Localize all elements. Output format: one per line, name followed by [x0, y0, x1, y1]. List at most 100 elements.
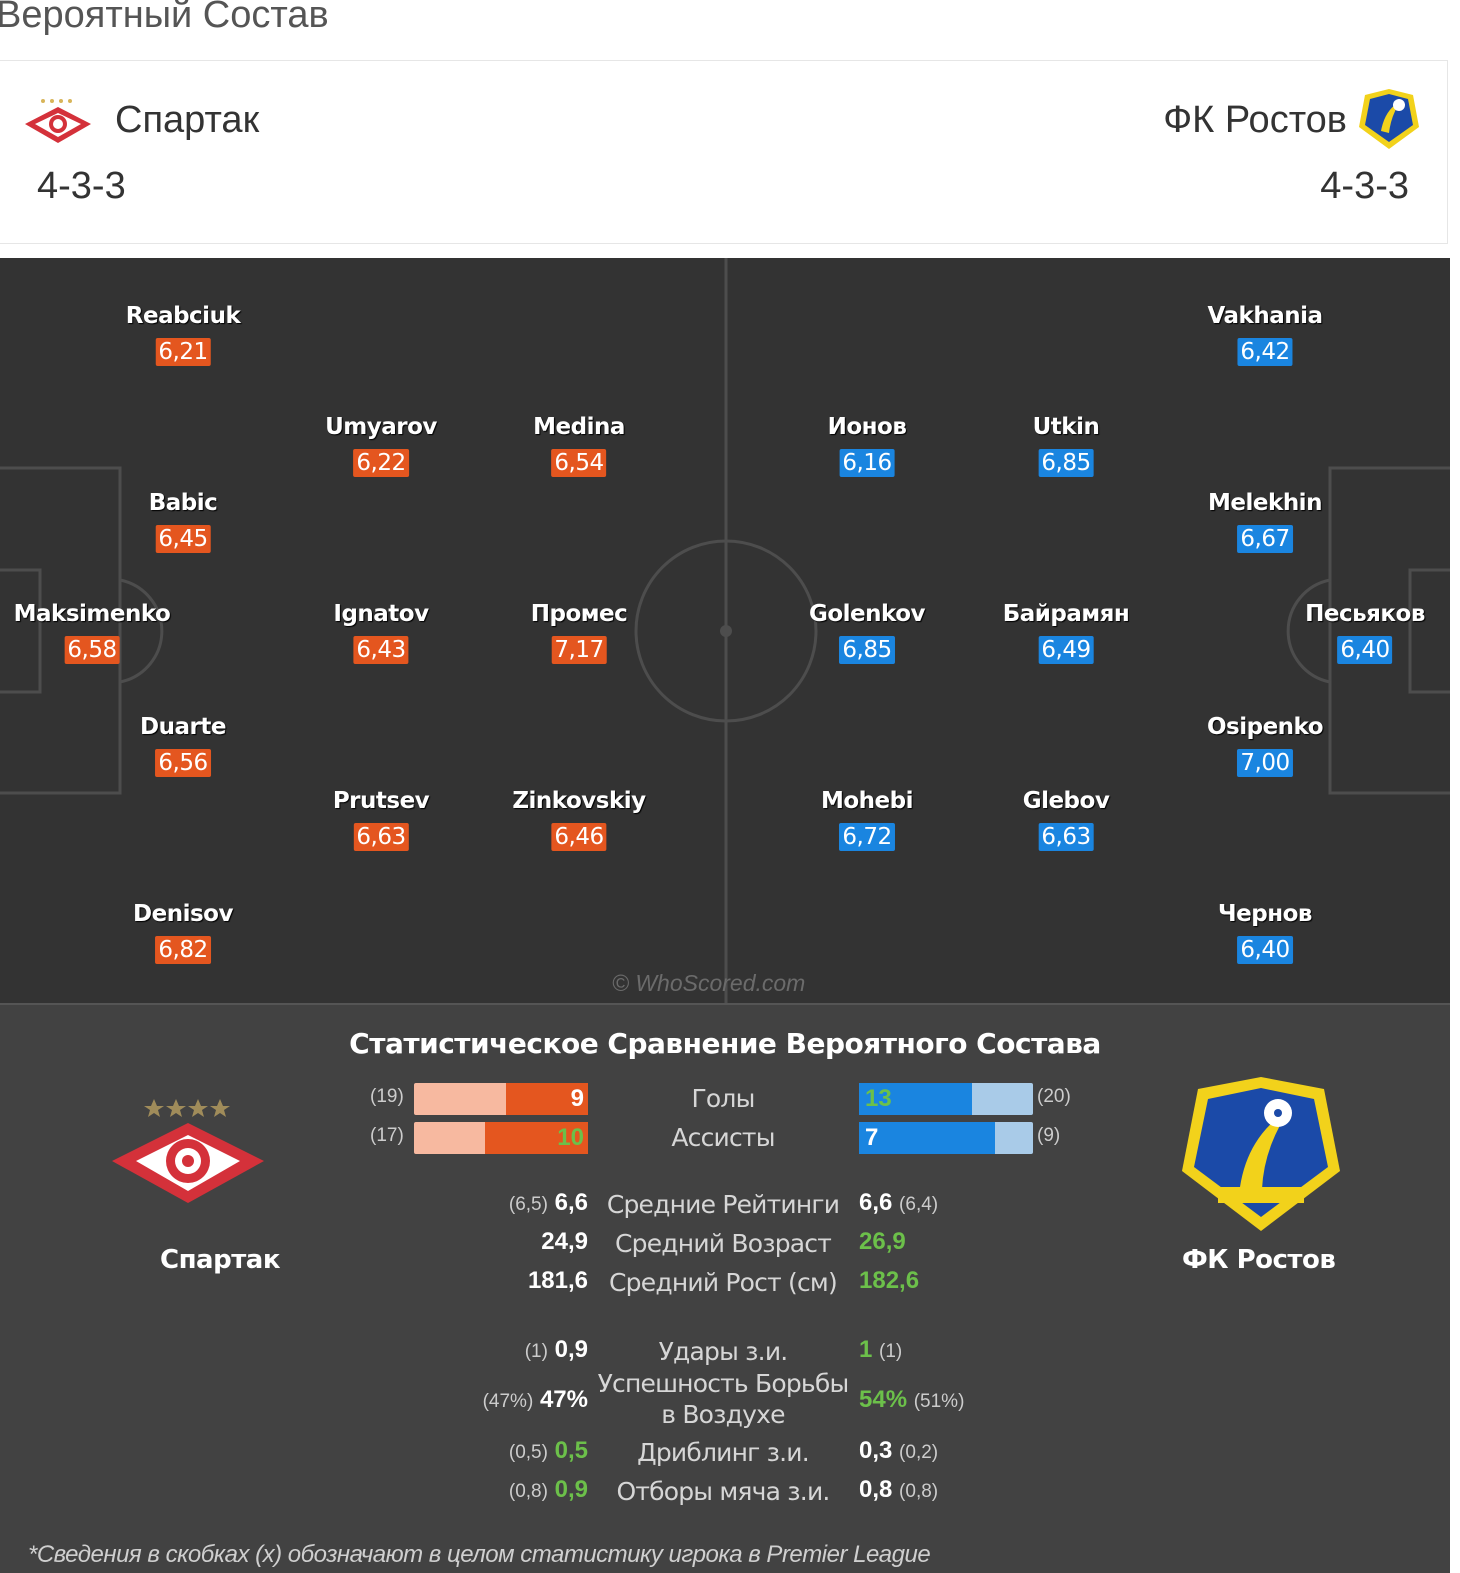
- player-name: Vakhania: [1207, 303, 1323, 329]
- home-player[interactable]: Prutsev 6,63: [333, 788, 430, 851]
- away-player[interactable]: Ионов 6,16: [828, 414, 907, 477]
- player-name: Mohebi: [820, 788, 914, 814]
- rostov-logo-icon: [1355, 87, 1423, 158]
- home-player[interactable]: Reabciuk 6,21: [126, 303, 241, 366]
- player-rating: 6,63: [1038, 823, 1094, 851]
- player-name: Ignatov: [333, 601, 429, 627]
- away-bar: 13: [859, 1083, 1033, 1115]
- home-bar-fill: [485, 1122, 588, 1154]
- home-stat-value: (0,8) 0,9: [508, 1476, 588, 1503]
- away-player[interactable]: Utkin 6,85: [1033, 414, 1100, 477]
- player-rating: 6,16: [839, 449, 895, 477]
- page-title: Вероятный Состав: [0, 0, 329, 36]
- home-team-label[interactable]: Спартак: [160, 1245, 280, 1275]
- player-rating: 6,82: [155, 936, 211, 964]
- home-stat-value: (0,5) 0,5: [508, 1437, 588, 1464]
- away-stat-value: 0,3 (0,2): [859, 1437, 939, 1464]
- home-bar: 10: [414, 1122, 588, 1154]
- home-total: (17): [370, 1125, 404, 1146]
- player-name: Umyarov: [325, 414, 437, 440]
- stats-title: Статистическое Сравнение Вероятного Сост…: [349, 1027, 1101, 1060]
- player-name: Чернов: [1218, 901, 1312, 927]
- rostov-logo-icon: [1178, 1075, 1344, 1240]
- away-stat-value: 1 (1): [859, 1336, 903, 1363]
- spartak-logo-icon: [23, 97, 93, 154]
- player-name: Промес: [530, 601, 628, 627]
- home-player[interactable]: Zinkovskiy 6,46: [512, 788, 646, 851]
- player-name: Байрамян: [1002, 601, 1130, 627]
- player-name: Denisov: [133, 901, 233, 927]
- player-rating: 6,85: [839, 636, 895, 664]
- away-player[interactable]: Vakhania 6,42: [1207, 303, 1323, 366]
- away-player[interactable]: Osipenko 7,00: [1206, 714, 1324, 777]
- home-player[interactable]: Duarte 6,56: [140, 714, 226, 777]
- player-name: Ионов: [827, 414, 907, 440]
- home-stat-value: (6,5) 6,6: [508, 1189, 588, 1216]
- player-rating: 6,45: [155, 525, 211, 553]
- player-rating: 6,58: [64, 636, 120, 664]
- stats-comparison: Статистическое Сравнение Вероятного Сост…: [0, 1003, 1450, 1573]
- home-player[interactable]: Maksimenko 6,58: [14, 601, 171, 664]
- away-bar-fill: [859, 1083, 972, 1115]
- away-team-label[interactable]: ФК Ростов: [1182, 1245, 1336, 1275]
- lineup-header: Спартак 4-3-3 ФК Ростов 4-3-3: [0, 60, 1448, 244]
- player-rating: 6,46: [551, 823, 607, 851]
- player-rating: 6,40: [1237, 936, 1293, 964]
- home-team-name[interactable]: Спартак: [115, 99, 260, 141]
- player-rating: 6,63: [353, 823, 409, 851]
- home-bar-value: 10: [557, 1124, 584, 1151]
- stat-label: Средний Рост (см): [609, 1268, 838, 1297]
- away-player[interactable]: Glebov 6,63: [1023, 788, 1110, 851]
- player-rating: 7,00: [1237, 749, 1293, 777]
- home-player[interactable]: Umyarov 6,22: [325, 414, 437, 477]
- stat-label: Успешность Борьбы в Воздухе: [597, 1369, 850, 1429]
- away-player[interactable]: Байрамян 6,49: [1003, 601, 1130, 664]
- away-total: (9): [1037, 1125, 1061, 1146]
- player-rating: 6,85: [1038, 449, 1094, 477]
- away-player[interactable]: Чернов 6,40: [1218, 901, 1312, 964]
- pitch: Reabciuk 6,21 Umyarov 6,22 Medina 6,54 Babi…: [0, 258, 1450, 1003]
- away-formation: 4-3-3: [1320, 165, 1409, 207]
- player-rating: 6,72: [839, 823, 895, 851]
- watermark: © WhoScored.com: [612, 970, 806, 996]
- player-rating: 6,43: [353, 636, 409, 664]
- away-bar-fill: [859, 1122, 995, 1154]
- player-name: Zinkovskiy: [512, 788, 646, 814]
- home-bar: 9: [414, 1083, 588, 1115]
- footnote: *Сведения в скобках (x) обозначают в цел…: [28, 1541, 931, 1568]
- away-stat-value: 182,6: [859, 1267, 920, 1294]
- player-rating: 6,40: [1337, 636, 1393, 664]
- away-player[interactable]: Песьяков 6,40: [1305, 601, 1425, 664]
- stat-label: Дриблинг з.и.: [637, 1438, 810, 1467]
- home-player[interactable]: Ignatov 6,43: [333, 601, 429, 664]
- player-name: Osipenko: [1206, 714, 1324, 740]
- away-stat-value: 6,6 (6,4): [859, 1189, 939, 1216]
- player-name: Duarte: [140, 714, 226, 740]
- away-team-name[interactable]: ФК Ростов: [1163, 99, 1347, 141]
- player-name: Песьяков: [1305, 601, 1425, 627]
- away-stat-value: 54% (51%): [859, 1386, 965, 1413]
- away-player[interactable]: Melekhin 6,67: [1208, 490, 1322, 553]
- away-bar-value: 7: [865, 1124, 879, 1151]
- away-player[interactable]: Mohebi 6,72: [820, 788, 914, 851]
- player-name: Medina: [533, 414, 625, 440]
- home-player[interactable]: Medina 6,54: [533, 414, 625, 477]
- home-total: (19): [370, 1086, 404, 1107]
- player-rating: 6,21: [155, 338, 211, 366]
- stat-label: Ассисты: [671, 1123, 775, 1152]
- home-player[interactable]: Denisov 6,82: [133, 901, 233, 964]
- home-bar-value: 9: [570, 1085, 584, 1112]
- home-stat-value: 181,6: [527, 1267, 588, 1294]
- away-total: (20): [1037, 1086, 1071, 1107]
- away-player[interactable]: Golenkov 6,85: [809, 601, 926, 664]
- home-formation: 4-3-3: [37, 165, 126, 207]
- pitch-markings: [0, 258, 1450, 1003]
- stat-label: Средние Рейтинги: [606, 1190, 840, 1219]
- home-player[interactable]: Babic 6,45: [149, 490, 218, 553]
- player-name: Utkin: [1032, 414, 1100, 440]
- away-bar: 7: [859, 1122, 1033, 1154]
- home-player[interactable]: Промес 7,17: [531, 601, 628, 664]
- away-stat-value: 26,9: [859, 1228, 906, 1255]
- home-bar-fill: [506, 1083, 588, 1115]
- player-rating: 6,54: [551, 449, 607, 477]
